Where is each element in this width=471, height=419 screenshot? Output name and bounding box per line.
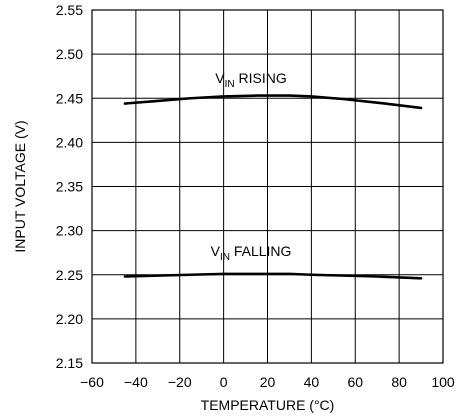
y-tick-label: 2.25 [56,267,83,283]
series-line-1 [123,272,423,280]
x-tick-label: 40 [304,374,320,390]
series-label-subscript: IN [225,79,235,90]
series-label-0: VIN RISING [215,70,286,90]
y-tick-label: 2.20 [56,311,83,327]
x-tick-label: 20 [260,374,276,390]
series-line-0 [123,94,423,110]
y-tick-label: 2.50 [56,46,83,62]
series-label-1: VIN FALLING [211,243,292,263]
x-tick-label: 80 [391,374,407,390]
x-tick-label: −20 [168,374,192,390]
y-tick-label: 2.35 [56,179,83,195]
y-axis-title: INPUT VOLTAGE (V) [12,120,28,252]
series-label-subscript: IN [220,252,230,263]
y-tick-label: 2.15 [56,355,83,371]
series-label-main: V [211,243,221,259]
plot-frame [91,9,444,364]
x-tick-labels: −60 −40 −20 0 20 40 60 80 100 [80,374,455,390]
x-tick-label: 100 [431,374,455,390]
x-tick-label: 0 [220,374,228,390]
x-tick-label: 60 [347,374,363,390]
y-tick-label: 2.45 [56,90,83,106]
y-tick-labels: 2.15 2.20 2.25 2.30 2.35 2.40 2.45 2.50 2.55 [56,2,83,371]
series-label-main: V [215,70,225,86]
series-label-rest: RISING [235,70,287,86]
x-tick-label: −60 [80,374,104,390]
grid [92,10,443,363]
y-tick-label: 2.40 [56,134,83,150]
x-tick-label: −40 [124,374,148,390]
series-label-rest: FALLING [230,243,291,259]
series-group [123,94,423,280]
y-tick-label: 2.30 [56,223,83,239]
x-axis-title: TEMPERATURE (°C) [201,397,335,413]
y-tick-label: 2.55 [56,2,83,18]
